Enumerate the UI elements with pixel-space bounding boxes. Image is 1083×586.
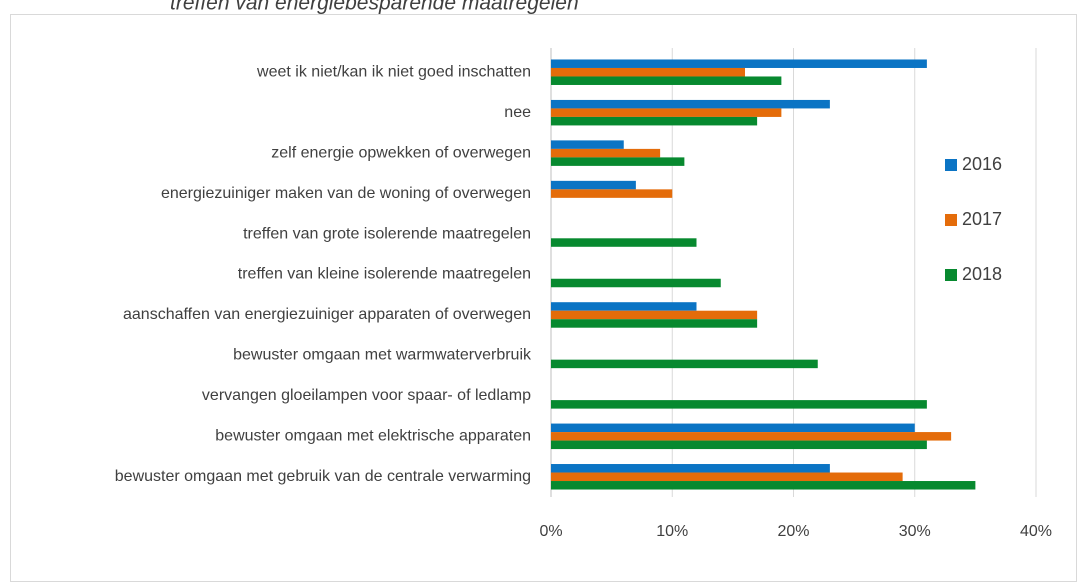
- x-tick-label: 30%: [899, 523, 931, 540]
- legend-label: 2018: [962, 264, 1002, 284]
- y-tick-label: aanschaffen van energiezuiniger apparate…: [123, 306, 531, 323]
- bar: [551, 108, 782, 117]
- bar: [551, 472, 903, 482]
- y-tick-label: bewuster omgaan met gebruik van de centr…: [115, 468, 531, 485]
- y-tick-label: bewuster omgaan met elektrische apparate…: [215, 428, 531, 445]
- y-tick-label: weet ik niet/kan ik niet goed inschatten: [256, 63, 531, 80]
- bar: [551, 464, 830, 473]
- bar: [551, 481, 976, 490]
- bar: [551, 59, 927, 68]
- x-tick-label: 10%: [656, 523, 688, 540]
- bar: [551, 310, 758, 320]
- bar: [551, 157, 685, 166]
- y-tick-label: energiezuiniger maken van de woning of o…: [161, 185, 531, 202]
- bar: [551, 189, 673, 198]
- bar: [551, 400, 927, 409]
- bar: [551, 140, 624, 149]
- bar: [551, 99, 830, 109]
- bar: [551, 359, 818, 369]
- bar: [551, 180, 636, 190]
- bar: [551, 423, 915, 433]
- x-tick-label: 40%: [1020, 523, 1052, 540]
- bar: [551, 302, 697, 311]
- bar: [551, 238, 697, 247]
- bar: [551, 67, 745, 77]
- x-tick-label: 20%: [777, 523, 809, 540]
- y-tick-label: bewuster omgaan met warmwaterverbruik: [233, 347, 532, 364]
- bar: [551, 116, 758, 126]
- y-tick-label: treffen van grote isolerende maatregelen: [243, 225, 531, 242]
- x-tick-label: 0%: [539, 523, 562, 540]
- y-tick-label: nee: [504, 104, 531, 121]
- bar: [551, 432, 952, 441]
- chart-title: treffen van energiebesparende maatregele…: [170, 0, 579, 15]
- y-tick-label: zelf energie opwekken of overwegen: [271, 144, 531, 161]
- bar: [551, 76, 782, 85]
- legend-swatch: [945, 214, 957, 226]
- bar: [551, 319, 758, 328]
- bar: [551, 278, 721, 288]
- legend-label: 2017: [962, 209, 1002, 229]
- bar: [551, 148, 661, 158]
- legend-swatch: [945, 269, 957, 281]
- chart-border: [10, 14, 1077, 582]
- bar: [551, 440, 927, 450]
- legend-label: 2016: [962, 154, 1002, 174]
- legend-swatch: [945, 159, 957, 171]
- y-tick-label: vervangen gloeilampen voor spaar- of led…: [202, 387, 531, 404]
- y-tick-label: treffen van kleine isolerende maatregele…: [238, 266, 531, 283]
